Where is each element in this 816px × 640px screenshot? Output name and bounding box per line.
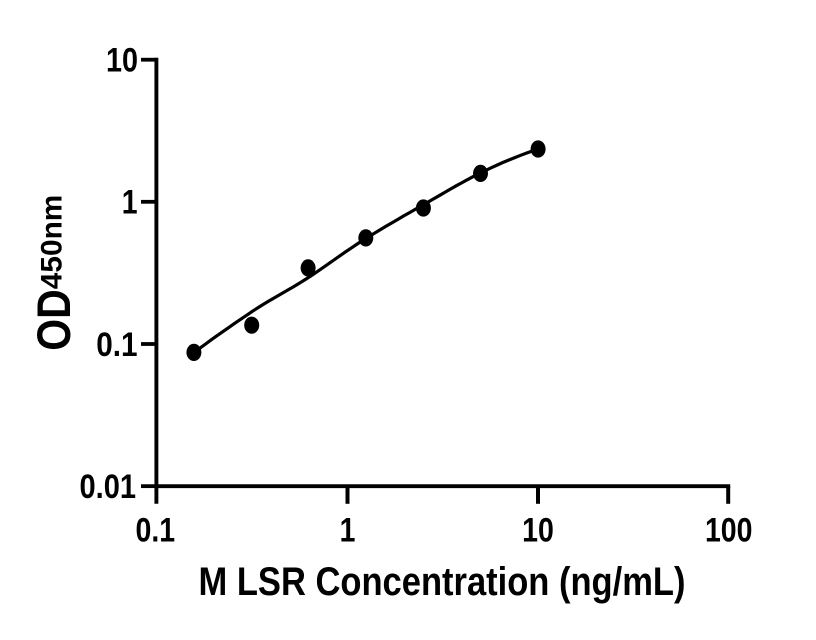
svg-text:0.1: 0.1 — [136, 512, 176, 550]
svg-text:10: 10 — [522, 512, 554, 550]
svg-text:100: 100 — [705, 512, 753, 550]
svg-text:0.1: 0.1 — [96, 326, 137, 364]
svg-text:10: 10 — [106, 42, 138, 80]
svg-text:OD: OD — [28, 289, 81, 351]
svg-text:450nm: 450nm — [36, 195, 69, 290]
svg-text:1: 1 — [122, 184, 138, 222]
svg-text:M LSR Concentration (ng/mL): M LSR Concentration (ng/mL) — [199, 560, 686, 604]
svg-text:1: 1 — [340, 512, 356, 550]
svg-text:0.01: 0.01 — [80, 468, 137, 506]
